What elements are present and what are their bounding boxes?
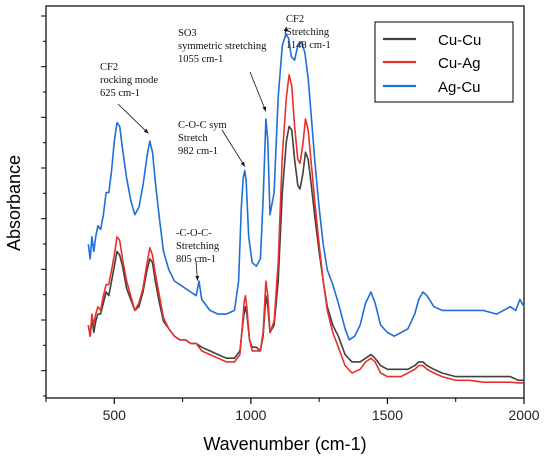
annotation-arrowhead [240, 161, 245, 167]
legend: Cu-Cu Cu-Ag Ag-Cu [374, 21, 514, 103]
annotation-text: 805 cm-1 [176, 254, 216, 265]
x-tick-label: 500 [103, 407, 127, 423]
annotation-text: symmetric stretching [178, 41, 267, 52]
annotation-text: -C-O-C- [176, 228, 212, 239]
x-axis-title: Wavenumber (cm-1) [203, 434, 366, 454]
y-axis-title: Absorbance [4, 155, 24, 251]
annotation-text: Stretching [176, 241, 220, 252]
annotation-arrowhead [283, 26, 288, 32]
annotation-text: Stretching [286, 27, 330, 38]
series-layer [87, 33, 525, 384]
series-line-cu-ag [87, 74, 524, 384]
annotation-arrow [221, 129, 246, 167]
x-tick-label: 1000 [235, 407, 266, 423]
series-line-ag-cu [87, 33, 525, 341]
annotation-text: C-O-C sym [178, 120, 227, 131]
annotation-text: CF2 [286, 14, 304, 25]
annotation-text: SO3 [178, 28, 197, 39]
x-axis-ticks: 500 1000 1500 2000 [45, 398, 540, 423]
x-tick-label: 1500 [372, 407, 403, 423]
annotation-arrowhead [195, 275, 200, 281]
annotation-text: 1055 cm-1 [178, 54, 223, 65]
annotation-text: 625 cm-1 [100, 88, 140, 99]
y-axis-ticks [41, 15, 46, 397]
plot-frame [45, 5, 525, 399]
annotation-arrowhead [143, 128, 149, 134]
annotation-arrow [117, 103, 149, 134]
annotation-layer: CF2 rocking mode 625 cm-1 -C-O-C- Stretching… [100, 14, 331, 281]
legend-label-ag-cu: Ag-Cu [438, 79, 481, 96]
legend-label-cu-ag: Cu-Ag [438, 55, 481, 72]
annotation-text: Stretch [178, 133, 208, 144]
annotation-text: CF2 [100, 62, 118, 73]
annotation-arrowhead [262, 106, 266, 112]
annotation-text: 1148 cm-1 [286, 40, 331, 51]
annotation-text: 982 cm-1 [178, 146, 218, 157]
legend-label-cu-cu: Cu-Cu [438, 32, 481, 49]
annotation-arrow [249, 71, 267, 112]
legend-box [374, 21, 514, 103]
annotation-text: rocking mode [100, 75, 158, 86]
x-tick-label: 2000 [508, 407, 539, 423]
